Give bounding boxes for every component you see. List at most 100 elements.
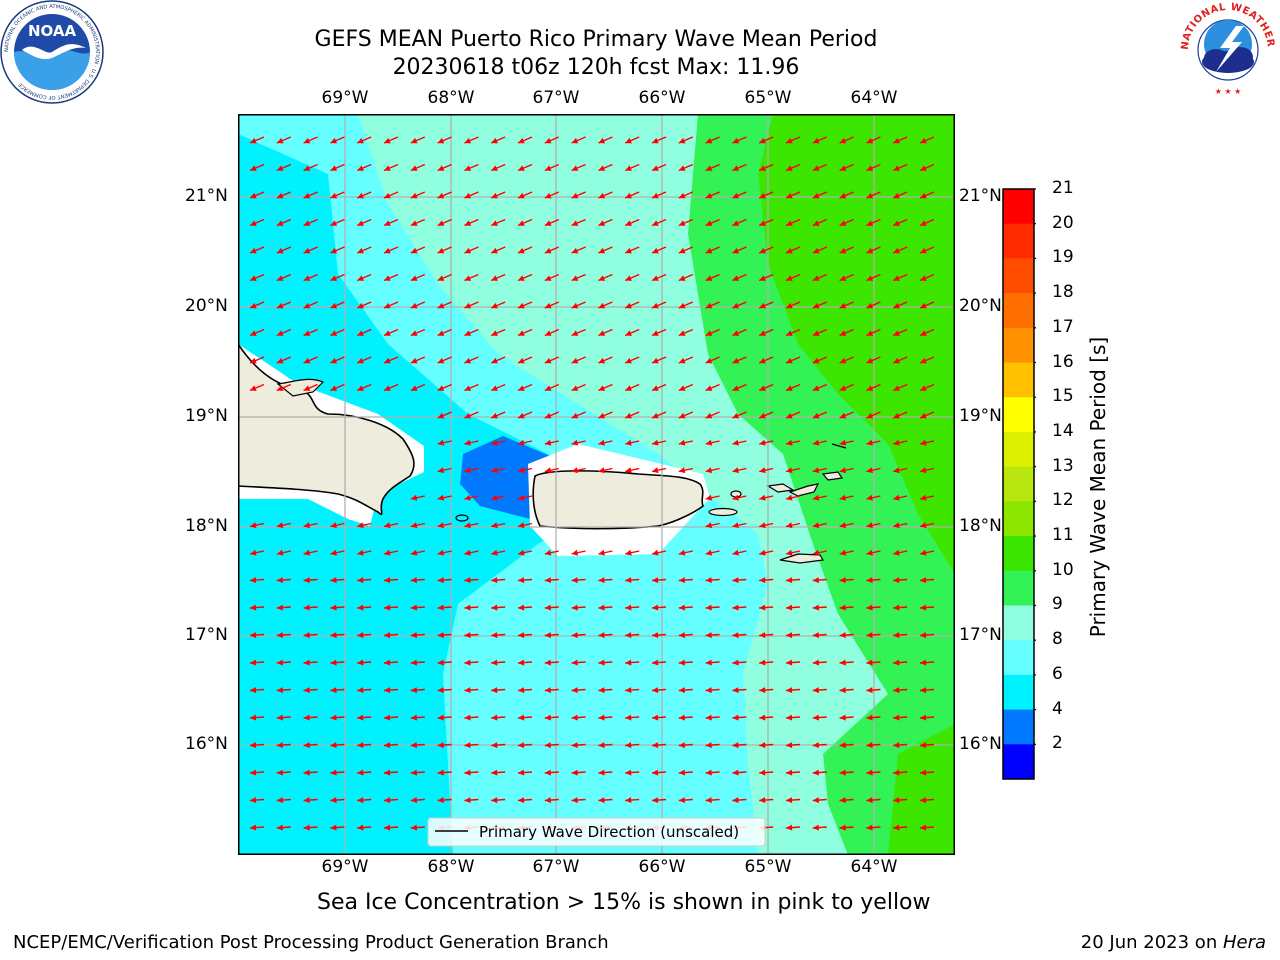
wave-arrow xyxy=(705,273,720,282)
wave-arrow xyxy=(625,769,640,776)
wave-arrow xyxy=(464,659,479,666)
wave-arrow xyxy=(303,383,318,392)
colorbar-band xyxy=(1003,293,1034,329)
wave-arrow xyxy=(276,577,291,584)
wave-arrow xyxy=(544,769,559,776)
colorbar-band xyxy=(1003,674,1034,711)
wave-arrow xyxy=(330,687,345,694)
wave-arrow xyxy=(383,742,399,749)
wave-arrow xyxy=(651,411,667,419)
wave-arrow xyxy=(732,632,747,639)
wave-arrow xyxy=(758,411,774,419)
colorbar-band xyxy=(1003,640,1034,676)
wave-arrow xyxy=(544,742,559,749)
colorbar-label: Primary Wave Mean Period [s] xyxy=(1086,336,1110,638)
wave-arrow xyxy=(678,577,693,584)
wave-arrow xyxy=(651,163,667,172)
wave-arrow xyxy=(357,632,372,639)
wave-arrow xyxy=(437,714,452,721)
wave-arrow xyxy=(812,797,827,804)
wave-arrow xyxy=(705,246,720,254)
wave-arrow xyxy=(812,522,827,529)
wave-arrow xyxy=(839,467,854,474)
wave-arrow xyxy=(705,136,720,144)
wave-arrow xyxy=(919,824,935,831)
wave-arrow xyxy=(356,273,372,282)
wave-arrow xyxy=(785,797,801,804)
wave-arrow xyxy=(276,797,291,804)
wave-arrow xyxy=(330,632,345,639)
wave-arrow xyxy=(383,824,399,831)
wave-arrow xyxy=(651,714,667,721)
wave-arrow xyxy=(919,687,935,694)
wave-arrow xyxy=(812,273,828,282)
wave-arrow xyxy=(678,383,694,392)
colorbar-tick-label: 4 xyxy=(1052,698,1063,719)
colorbar-tick-label: 9 xyxy=(1052,594,1063,615)
wave-arrow xyxy=(383,191,399,199)
wave-arrow xyxy=(437,494,452,501)
wave-arrow xyxy=(598,549,613,556)
wave-arrow xyxy=(759,577,774,584)
wave-arrow xyxy=(678,687,693,694)
wave-arrow xyxy=(732,191,747,199)
wave-arrow xyxy=(598,439,613,446)
wave-arrow xyxy=(464,246,479,254)
wave-arrow xyxy=(705,218,720,227)
wave-arrow xyxy=(624,328,640,337)
wave-arrow xyxy=(866,273,881,282)
wave-arrow xyxy=(571,659,586,666)
wave-arrow xyxy=(249,824,265,831)
wave-arrow xyxy=(892,411,908,419)
wave-arrow xyxy=(303,273,318,282)
wave-arrow xyxy=(437,273,452,282)
wave-arrow xyxy=(893,604,908,611)
colorbar-tick-label: 18 xyxy=(1052,282,1074,303)
wave-arrow xyxy=(571,301,586,309)
wave-arrow xyxy=(785,273,801,282)
wave-arrow xyxy=(303,632,318,639)
wave-arrow xyxy=(249,797,265,804)
wave-arrow xyxy=(866,797,881,804)
wave-arrow xyxy=(866,218,881,227)
wave-arrow xyxy=(651,742,667,749)
colorbar-band xyxy=(1003,501,1034,537)
wave-arrow xyxy=(437,246,452,254)
wave-arrow xyxy=(705,356,720,364)
wave-arrow xyxy=(410,742,425,749)
wave-arrow xyxy=(383,604,399,611)
wave-arrow xyxy=(919,439,935,446)
wave-arrow xyxy=(866,163,881,172)
colorbar-tick-label: 15 xyxy=(1052,386,1074,407)
wave-arrow xyxy=(919,797,935,804)
colorbar-tick-label: 12 xyxy=(1052,490,1074,511)
wave-arrow xyxy=(491,714,506,721)
wave-arrow xyxy=(517,439,533,446)
wave-arrow xyxy=(919,136,935,144)
wave-arrow xyxy=(464,273,479,282)
wave-arrow xyxy=(491,742,506,749)
wave-arrow xyxy=(276,659,291,666)
wave-arrow xyxy=(464,383,479,392)
wave-arrow xyxy=(651,604,667,611)
wave-arrow xyxy=(544,136,560,144)
wave-arrow xyxy=(812,191,828,199)
wave-arrow xyxy=(571,273,586,282)
wave-arrow xyxy=(383,522,399,529)
wave-arrow xyxy=(651,797,667,804)
wave-arrow xyxy=(678,246,694,254)
wave-arrow xyxy=(544,659,559,666)
wave-arrow xyxy=(276,632,291,639)
wave-arrow xyxy=(812,577,827,584)
wave-arrow xyxy=(303,549,318,556)
colorbar-band xyxy=(1003,709,1034,745)
wave-arrow xyxy=(544,549,559,556)
wave-arrow xyxy=(866,604,881,611)
wave-arrow xyxy=(812,494,827,501)
wave-arrow xyxy=(759,549,774,556)
wave-arrow xyxy=(651,687,667,694)
wave-arrow xyxy=(625,467,640,474)
wave-arrow xyxy=(276,356,292,364)
wave-arrow xyxy=(839,191,854,199)
wave-arrow xyxy=(812,246,828,254)
